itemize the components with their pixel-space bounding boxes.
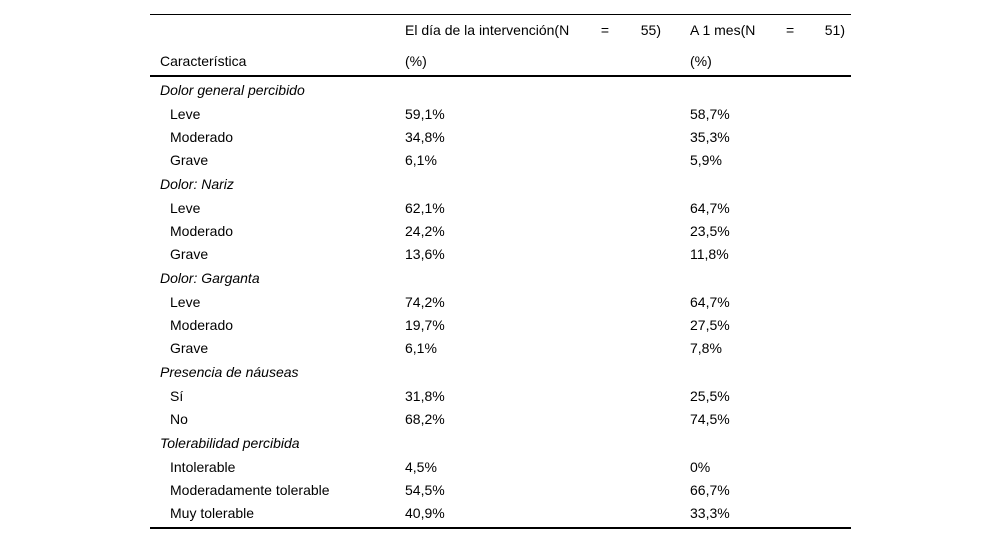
header-col-intervention: El día de la intervención(N = 55) [405,22,690,38]
table-row: Moderado 24,2% 23,5% [150,219,851,242]
table-row: Leve 59,1% 58,7% [150,102,851,125]
row-value-intervention: 54,5% [405,481,445,498]
table-row: Sí 31,8% 25,5% [150,384,851,407]
section-title-dolor-garganta: Dolor: Garganta [160,269,260,286]
table-row: Leve 74,2% 64,7% [150,290,851,313]
row-label: Muy tolerable [170,504,255,521]
row-value-intervention: 74,2% [405,293,445,310]
row-value-intervention: 59,1% [405,105,445,122]
row-value-1month: 0% [690,458,711,475]
table-row: Intolerable 4,5% 0% [150,455,851,478]
table-row: Grave 6,1% 7,8% [150,336,851,359]
header-col-1month: A 1 mes(N = 51) [690,22,851,38]
row-label: Grave [170,151,209,168]
row-label: Grave [170,245,209,262]
row-value-intervention: 13,6% [405,245,445,262]
table-row: Grave 13,6% 11,8% [150,242,851,265]
header-col-intervention-n: 55) [640,22,661,38]
row-label: No [170,410,188,427]
row-value-1month: 23,5% [690,222,730,239]
header-col-1month-label: A 1 mes(N [690,22,756,38]
row-label: Intolerable [170,458,236,475]
row-value-1month: 66,7% [690,481,730,498]
row-label: Moderado [170,128,234,145]
table-row: Grave 6,1% 5,9% [150,148,851,171]
table-row: Moderadamente tolerable 54,5% 66,7% [150,478,851,501]
row-value-1month: 5,9% [690,151,722,168]
row-label: Moderado [170,222,234,239]
row-label: Leve [170,199,201,216]
row-label: Moderado [170,316,234,333]
row-value-intervention: 24,2% [405,222,445,239]
row-value-1month: 25,5% [690,387,730,404]
row-value-intervention: 31,8% [405,387,445,404]
section-title-dolor-nariz: Dolor: Nariz [160,175,234,192]
row-label: Leve [170,105,201,122]
table-header: El día de la intervención(N = 55) A 1 me… [150,14,851,77]
row-value-1month: 27,5% [690,316,730,333]
header-characteristic-label: Característica [160,53,247,69]
row-value-1month: 64,7% [690,199,730,216]
header-col-1month-pct: (%) [690,53,712,69]
header-col-1month-n: 51) [824,22,845,38]
row-value-1month: 35,3% [690,128,730,145]
row-value-intervention: 34,8% [405,128,445,145]
row-value-intervention: 19,7% [405,316,445,333]
row-value-1month: 64,7% [690,293,730,310]
header-col-intervention-equals: = [600,22,610,38]
row-value-1month: 11,8% [690,245,729,262]
header-col-1month-equals: = [785,22,795,38]
row-value-intervention: 6,1% [405,151,437,168]
section-title-tolerabilidad: Tolerabilidad percibida [160,434,300,451]
characteristics-table: El día de la intervención(N = 55) A 1 me… [150,14,851,529]
row-value-1month: 33,3% [690,504,730,521]
row-value-1month: 74,5% [690,410,730,427]
row-label: Leve [170,293,201,310]
header-col-intervention-label: El día de la intervención(N [405,22,570,38]
section-title-dolor-general: Dolor general percibido [160,81,305,98]
row-label: Moderadamente tolerable [170,481,330,498]
row-value-intervention: 40,9% [405,504,445,521]
row-value-intervention: 68,2% [405,410,445,427]
table-body: Dolor general percibido Leve 59,1% 58,7%… [150,77,851,529]
header-line-1: El día de la intervención(N = 55) A 1 me… [150,22,851,38]
table-row: Moderado 19,7% 27,5% [150,313,851,336]
table-row: Leve 62,1% 64,7% [150,196,851,219]
table-row: Muy tolerable 40,9% 33,3% [150,501,851,524]
section-title-nauseas: Presencia de náuseas [160,363,299,380]
table-row: Moderado 34,8% 35,3% [150,125,851,148]
row-value-intervention: 62,1% [405,199,445,216]
table-row: No 68,2% 74,5% [150,407,851,430]
row-value-1month: 58,7% [690,105,730,122]
row-value-intervention: 6,1% [405,339,437,356]
header-col-intervention-inner: El día de la intervención(N = 55) [405,22,661,38]
header-line-2: Característica (%) (%) [150,53,851,69]
header-col-intervention-pct: (%) [405,53,427,69]
row-label: Grave [170,339,209,356]
row-value-intervention: 4,5% [405,458,437,475]
row-value-1month: 7,8% [690,339,722,356]
row-label: Sí [170,387,184,404]
